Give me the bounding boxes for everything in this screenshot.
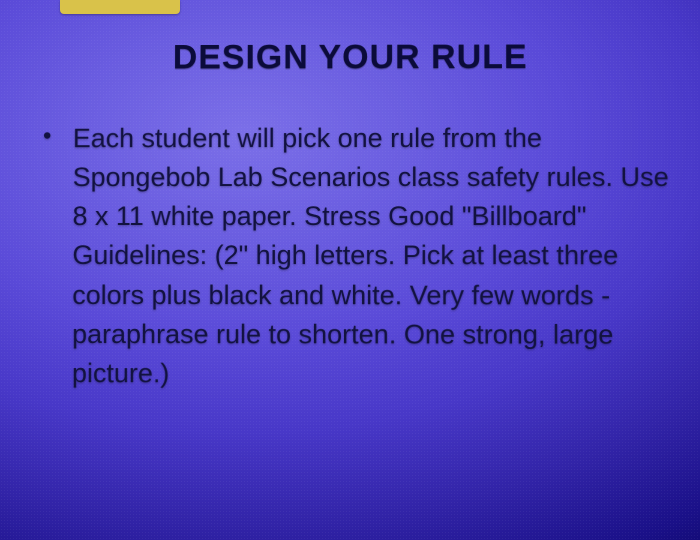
slide-inner: DESIGN YOUR RULE Each student will pick … <box>28 38 674 394</box>
slide: DESIGN YOUR RULE Each student will pick … <box>0 0 700 540</box>
slide-title: DESIGN YOUR RULE <box>29 38 672 78</box>
bullet-item: Each student will pick one rule from the… <box>42 119 674 394</box>
bullet-list: Each student will pick one rule from the… <box>28 119 674 394</box>
